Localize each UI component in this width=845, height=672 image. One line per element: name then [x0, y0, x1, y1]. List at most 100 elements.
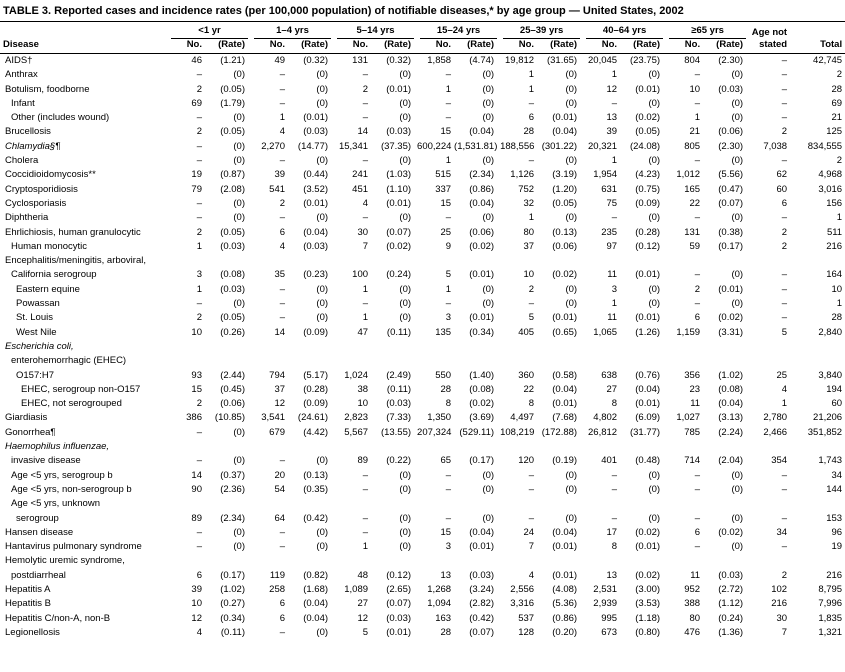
rate-cell: (0.26)	[220, 326, 246, 338]
rate-cell: (0)	[648, 512, 661, 524]
table-row: St. Louis 2 (0.05) – (0) 1 (0) 3 (0.01) 5 (0.01) 11…	[0, 311, 845, 325]
count-cell: 1	[528, 212, 535, 224]
total-cell: 125	[826, 126, 843, 138]
count-cell: 6	[528, 112, 535, 124]
count-cell: 805	[684, 140, 701, 152]
rate-cell: (0)	[565, 283, 578, 295]
age-not-stated-cell: 354	[771, 455, 788, 467]
count-cell: 12	[274, 398, 286, 410]
count-cell: 1	[528, 83, 535, 95]
count-cell: –	[279, 541, 286, 553]
age-not-stated-cell: –	[781, 312, 788, 324]
rate-cell: (0)	[316, 626, 329, 638]
rate-cell: (0.11)	[386, 326, 412, 338]
rate-cell: (5.56)	[718, 169, 744, 181]
rate-cell: (13.55)	[380, 426, 412, 438]
count-cell: 47	[357, 326, 369, 338]
count-cell: 120	[518, 455, 535, 467]
total-cell: 1,743	[818, 455, 843, 467]
disease-label: Haemophilus influenzae,	[5, 441, 110, 453]
table-row: Hantavirus pulmonary syndrome – (0) – (0) 1 (0…	[0, 540, 845, 554]
rate-cell: (0.38)	[718, 226, 744, 238]
rate-cell: (23.75)	[629, 55, 661, 66]
table-row: Cholera – (0) – (0) – (0) 1 (0) – (0) 1 (0) – (0) – 2	[0, 154, 845, 168]
table-title: TABLE 3. Reported cases and incidence ra…	[3, 5, 684, 17]
count-cell: 39	[606, 126, 618, 138]
count-cell: –	[362, 155, 369, 167]
count-cell: –	[196, 426, 202, 438]
rate-column-header: (Rate)	[288, 39, 335, 54]
rate-cell: (0)	[316, 97, 329, 109]
age-not-stated-cell: 60	[776, 183, 788, 195]
rate-cell: (0.05)	[220, 226, 246, 238]
count-cell: 1,012	[676, 169, 701, 181]
rate-cell: (0.03)	[303, 240, 329, 252]
rate-cell: (4.42)	[303, 426, 329, 438]
rate-cell: (0.05)	[220, 312, 246, 324]
rate-cell: (0.22)	[386, 455, 412, 467]
disease-label: Giardiasis	[5, 412, 48, 424]
count-cell: –	[279, 155, 286, 167]
total-cell: 1,321	[818, 626, 843, 638]
rate-cell: (0.01)	[303, 112, 329, 124]
count-cell: 8	[445, 398, 452, 410]
total-cell: 164	[826, 269, 843, 281]
age-not-stated-cell: –	[781, 269, 788, 281]
table-section-row: Escherichia coli,	[0, 340, 845, 354]
rate-cell: (0.01)	[386, 626, 412, 638]
count-cell: 13	[606, 112, 618, 124]
count-cell: –	[694, 541, 701, 553]
rate-cell: (1.12)	[718, 598, 744, 610]
rate-cell: (3.31)	[718, 326, 744, 338]
rate-column-header: (Rate)	[205, 39, 252, 54]
age-not-stated-cell: 2	[781, 569, 788, 581]
disease-label: Cholera	[5, 155, 39, 167]
disease-label: invasive disease	[11, 455, 81, 467]
count-cell: 15	[191, 383, 202, 395]
total-cell: 1,835	[818, 612, 843, 624]
count-cell: 6	[279, 226, 286, 238]
rate-cell: (0.01)	[552, 569, 578, 581]
count-cell: 8	[611, 398, 618, 410]
count-cell: –	[279, 312, 286, 324]
table-section-row: Haemophilus influenzae,	[0, 440, 845, 454]
rate-cell: (0)	[482, 69, 495, 81]
total-cell: 194	[826, 383, 843, 395]
rate-cell: (1,531.81)	[454, 140, 498, 152]
table-row: serogroup 89 (2.34) 64 (0.42) – (0) – (0) – (0) – (0…	[0, 512, 845, 526]
rate-cell: (0)	[731, 69, 744, 81]
rate-cell: (0.02)	[635, 526, 661, 538]
count-cell: 128	[518, 626, 535, 638]
count-cell: 4	[362, 197, 369, 209]
rate-cell: (2.30)	[718, 140, 744, 152]
count-cell: 2,270	[261, 140, 286, 152]
rate-cell: (0.03)	[386, 398, 412, 410]
count-cell: 6	[694, 312, 701, 324]
count-cell: 1	[279, 112, 286, 124]
count-cell: 4	[196, 626, 202, 638]
rate-cell: (0.20)	[552, 626, 578, 638]
rate-cell: (0)	[482, 212, 495, 224]
age-not-stated-cell: –	[781, 97, 788, 109]
count-cell: –	[528, 298, 535, 310]
count-cell: 3	[196, 269, 202, 281]
no-column-header: No.	[666, 39, 704, 54]
count-cell: –	[528, 512, 535, 524]
rate-cell: (0.01)	[469, 541, 495, 553]
age-not-stated-cell: –	[781, 55, 788, 66]
age-group-label: ≥65 yrs	[669, 25, 747, 39]
rate-cell: (0.23)	[303, 269, 329, 281]
rate-cell: (0.08)	[220, 269, 246, 281]
table-row: Age <5 yrs, non-serogroup b 90 (2.36) 54 (0.…	[0, 483, 845, 497]
rate-cell: (2.44)	[220, 369, 246, 381]
age-not-stated-cell: 34	[776, 526, 788, 538]
rate-cell: (0.11)	[220, 626, 246, 638]
age-group-label: 15–24 yrs	[420, 25, 498, 39]
count-cell: 6	[196, 569, 202, 581]
rate-cell: (0.28)	[635, 226, 661, 238]
rate-cell: (0.37)	[220, 469, 246, 481]
count-cell: 1	[528, 69, 535, 81]
count-cell: –	[362, 212, 369, 224]
count-cell: 541	[269, 183, 286, 195]
disease-label: O157:H7	[16, 369, 55, 381]
